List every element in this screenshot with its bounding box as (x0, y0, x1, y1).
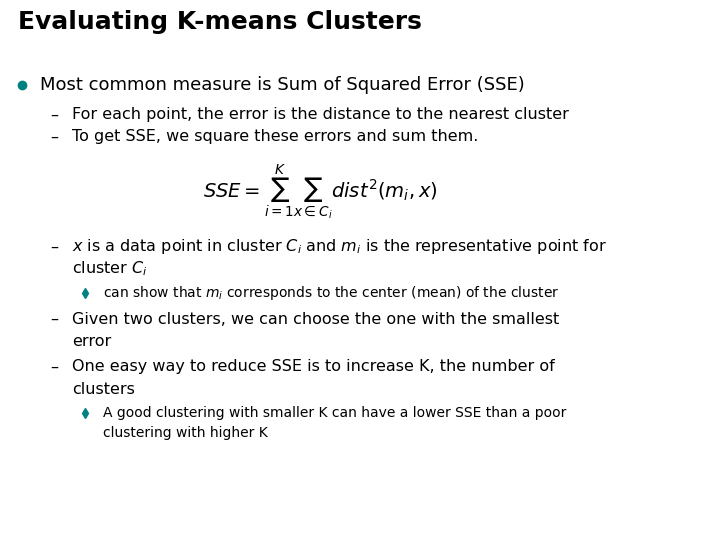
Text: clustering with higher K: clustering with higher K (103, 426, 268, 440)
Text: Most common measure is Sum of Squared Error (SSE): Most common measure is Sum of Squared Er… (40, 76, 525, 94)
Text: Given two clusters, we can choose the one with the smallest: Given two clusters, we can choose the on… (72, 312, 559, 327)
Text: clusters: clusters (72, 381, 135, 396)
Text: One easy way to reduce SSE is to increase K, the number of: One easy way to reduce SSE is to increas… (72, 360, 554, 375)
Text: –: – (50, 360, 58, 375)
Text: –: – (50, 107, 58, 123)
Text: $SSE = \sum_{i=1}^{K} \sum_{x \in C_i} dist^2(m_i, x)$: $SSE = \sum_{i=1}^{K} \sum_{x \in C_i} d… (202, 163, 437, 221)
Text: –: – (50, 240, 58, 254)
Text: can show that $m_i$ corresponds to the center (mean) of the cluster: can show that $m_i$ corresponds to the c… (103, 284, 559, 302)
Text: –: – (50, 312, 58, 327)
Text: Evaluating K-means Clusters: Evaluating K-means Clusters (18, 10, 422, 34)
Text: $x$ is a data point in cluster $C_i$ and $m_i$ is the representative point for: $x$ is a data point in cluster $C_i$ and… (72, 238, 607, 256)
Text: cluster $C_i$: cluster $C_i$ (72, 260, 148, 278)
Text: For each point, the error is the distance to the nearest cluster: For each point, the error is the distanc… (72, 107, 569, 123)
Text: –: – (50, 130, 58, 145)
Text: To get SSE, we square these errors and sum them.: To get SSE, we square these errors and s… (72, 130, 478, 145)
Text: error: error (72, 334, 112, 348)
Text: A good clustering with smaller K can have a lower SSE than a poor: A good clustering with smaller K can hav… (103, 406, 567, 420)
